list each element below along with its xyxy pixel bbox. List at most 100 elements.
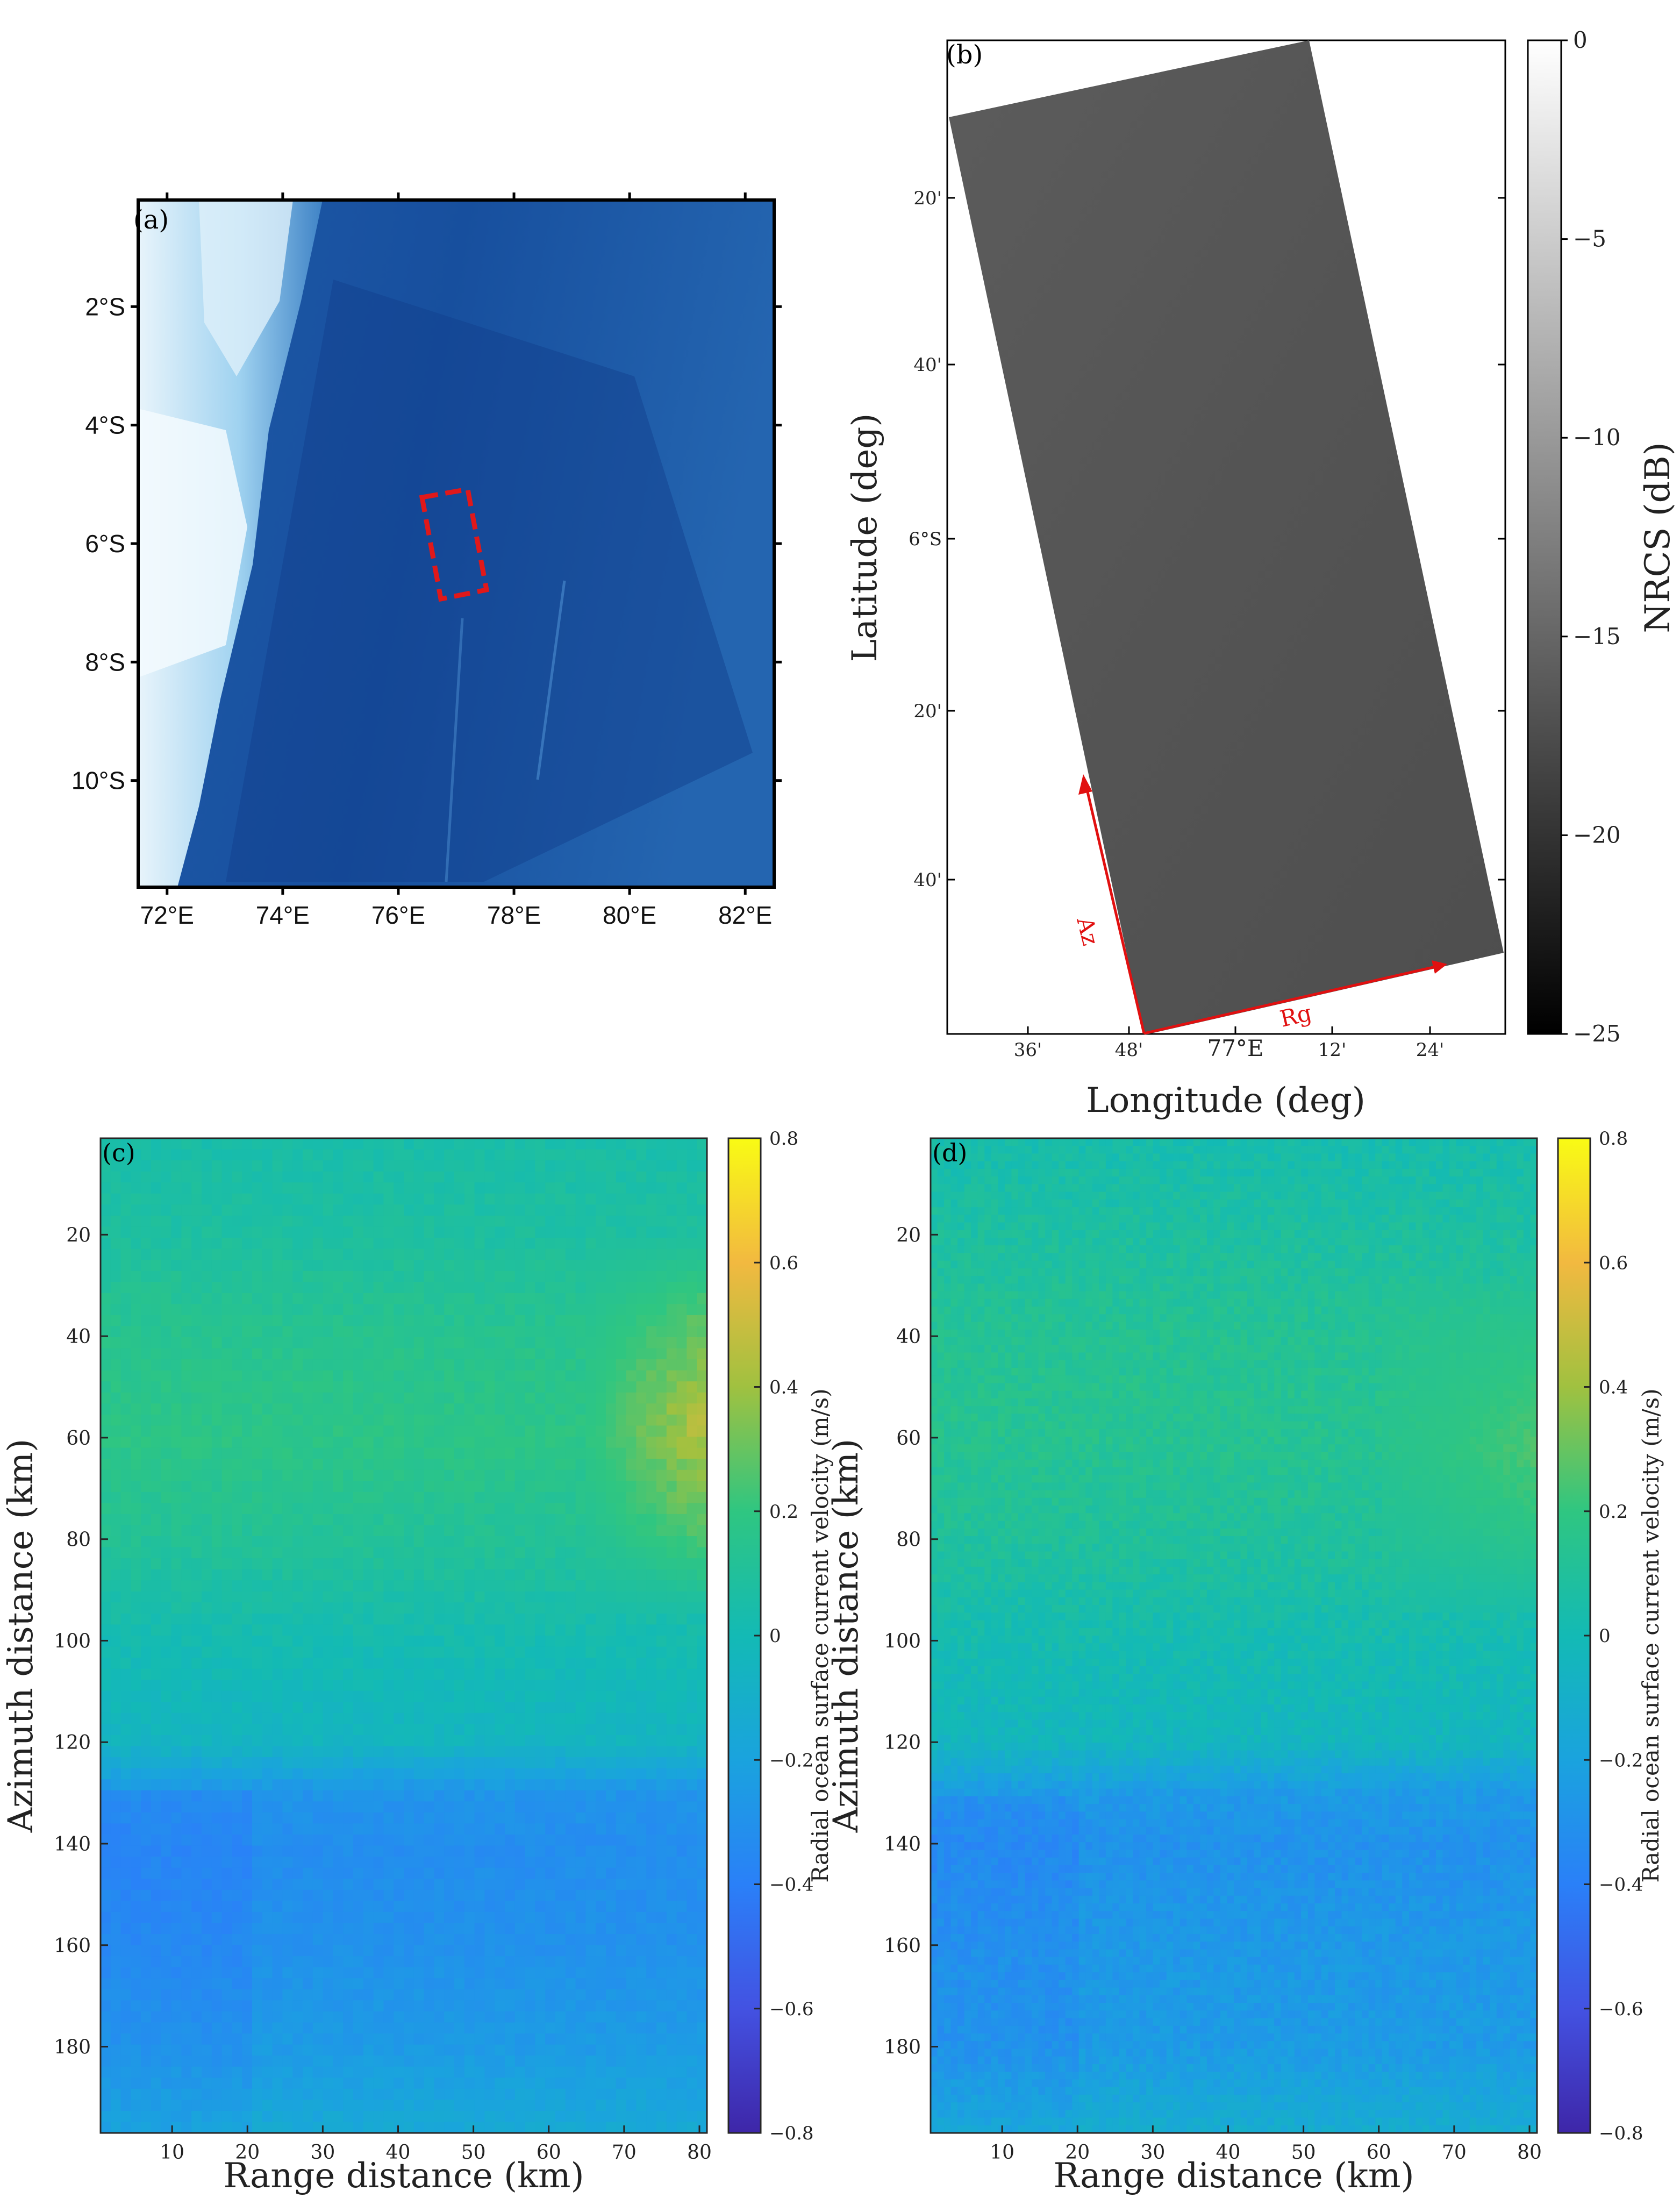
heatmap-cell	[454, 1680, 465, 1692]
heatmap-cell	[262, 1923, 273, 1935]
panel-b-colorbar-ticks: 0−5−10−15−20−25	[1561, 27, 1621, 1047]
heatmap-cell	[333, 1392, 344, 1404]
heatmap-cell	[424, 1956, 434, 1968]
heatmap-cell	[272, 1867, 283, 1879]
heatmap-cell	[151, 1636, 162, 1647]
heatmap-cell	[687, 1580, 697, 1592]
heatmap-cell	[555, 2011, 566, 2023]
heatmap-cell	[697, 1337, 707, 1349]
heatmap-cell	[454, 1636, 465, 1647]
heatmap-cell	[585, 1845, 596, 1857]
heatmap-cell	[606, 1238, 617, 1250]
heatmap-cell	[545, 1967, 556, 1979]
heatmap-cell	[404, 1636, 414, 1647]
heatmap-cell	[505, 1768, 516, 1780]
heatmap-cell	[484, 1923, 495, 1935]
heatmap-cell	[131, 1481, 141, 1493]
heatmap-cell	[656, 1348, 667, 1360]
heatmap-cell	[413, 1425, 425, 1437]
heatmap-cell	[333, 2022, 344, 2034]
heatmap-cell	[626, 1160, 637, 1172]
heatmap-cell	[282, 1238, 293, 1250]
heatmap-cell	[454, 1956, 465, 1968]
heatmap-cell	[404, 1226, 414, 1238]
heatmap-cell	[110, 1967, 121, 1979]
heatmap-cell	[646, 1702, 657, 1714]
heatmap-cell	[161, 1525, 172, 1537]
heatmap-cell	[444, 1602, 455, 1614]
heatmap-cell	[181, 1923, 192, 1935]
heatmap-cell	[141, 2022, 152, 2034]
heatmap-cell	[151, 2022, 162, 2034]
heatmap-cell	[191, 1238, 202, 1250]
heatmap-cell	[181, 1967, 192, 1979]
heatmap-cell	[161, 1867, 172, 1879]
heatmap-cell	[484, 1503, 495, 1515]
heatmap-cell	[596, 1215, 606, 1228]
heatmap-cell	[575, 1492, 586, 1503]
heatmap-cell	[120, 1138, 131, 1150]
heatmap-cell	[272, 1447, 283, 1459]
heatmap-cell	[596, 1934, 606, 1946]
heatmap-cell	[272, 1171, 283, 1183]
heatmap-cell	[484, 1558, 495, 1570]
heatmap-cell	[505, 1260, 516, 1272]
heatmap-cell	[383, 1790, 394, 1802]
heatmap-cell	[323, 1569, 333, 1581]
heatmap-cell	[636, 1282, 647, 1294]
heatmap-cell	[545, 1812, 556, 1824]
heatmap-cell	[171, 1879, 182, 1890]
heatmap-cell	[575, 1911, 586, 1924]
heatmap-cell	[676, 1879, 687, 1890]
heatmap-cell	[444, 1989, 455, 2001]
heatmap-cell	[373, 1746, 384, 1758]
heatmap-cell	[191, 1215, 202, 1228]
heatmap-cell	[141, 2033, 152, 2045]
heatmap-cell	[141, 1514, 152, 1526]
heatmap-cell	[120, 1469, 131, 1481]
heatmap-cell	[444, 1867, 455, 1879]
heatmap-cell	[282, 1967, 293, 1979]
heatmap-cell	[373, 1425, 384, 1437]
heatmap-cell	[484, 1437, 495, 1448]
heatmap-cell	[252, 2022, 263, 2034]
heatmap-cell	[555, 1348, 566, 1360]
heatmap-cell	[666, 1248, 677, 1260]
heatmap-cell	[191, 1934, 202, 1946]
heatmap-cell	[343, 1381, 354, 1393]
heatmap-cell	[101, 1447, 111, 1459]
heatmap-cell	[312, 1934, 324, 1946]
heatmap-cell	[323, 1492, 333, 1503]
heatmap-cell	[545, 1845, 556, 1857]
heatmap-cell	[676, 1138, 687, 1150]
heatmap-cell	[514, 1790, 526, 1802]
heatmap-cell	[616, 1867, 627, 1879]
heatmap-cell	[454, 1690, 465, 1702]
heatmap-cell	[687, 1315, 697, 1327]
heatmap-cell	[110, 1525, 121, 1537]
heatmap-cell	[110, 1646, 121, 1658]
heatmap-cell	[646, 1558, 657, 1570]
heatmap-cell	[413, 1149, 425, 1161]
heatmap-cell	[495, 1337, 505, 1349]
heatmap-cell	[242, 1171, 253, 1183]
heatmap-cell	[232, 1923, 242, 1935]
heatmap-cell	[606, 1989, 617, 2001]
heatmap-cell	[303, 1238, 313, 1250]
heatmap-cell	[525, 1702, 535, 1714]
heatmap-cell	[464, 1956, 475, 1968]
heatmap-cell	[565, 1226, 576, 1238]
heatmap-cell	[495, 1193, 505, 1205]
heatmap-cell	[454, 1138, 465, 1150]
heatmap-cell	[444, 1326, 455, 1338]
heatmap-cell	[303, 1337, 313, 1349]
heatmap-cell	[373, 1923, 384, 1935]
heatmap-cell	[221, 1370, 232, 1382]
heatmap-cell	[404, 1260, 414, 1272]
heatmap-cell	[514, 1646, 526, 1658]
heatmap-cell	[120, 1359, 131, 1371]
heatmap-cell	[514, 1779, 526, 1791]
heatmap-cell	[464, 2033, 475, 2045]
heatmap-cell	[171, 1558, 182, 1570]
heatmap-cell	[202, 1901, 212, 1912]
